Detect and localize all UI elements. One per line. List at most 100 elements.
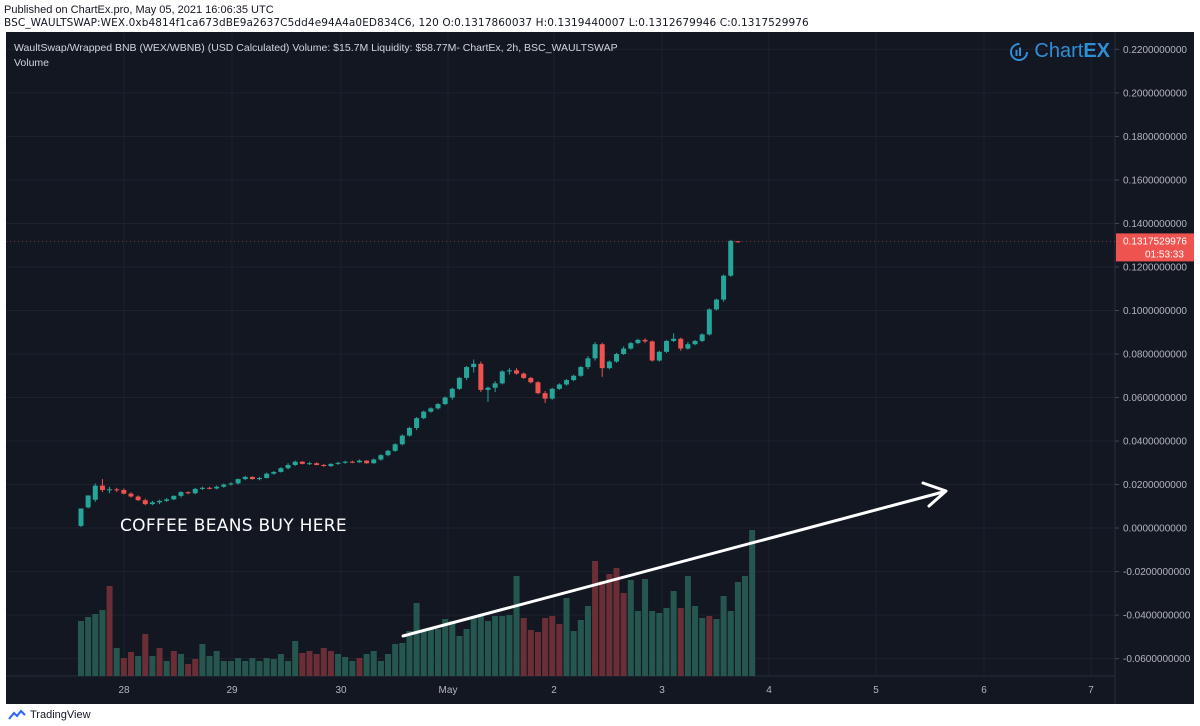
candle-body xyxy=(435,404,441,409)
volume-bar xyxy=(449,621,456,676)
volume-bar xyxy=(142,634,149,676)
x-tick-label: 29 xyxy=(226,685,238,696)
volume-bar xyxy=(742,576,749,676)
candle-body xyxy=(214,486,220,489)
candle-body xyxy=(706,309,712,335)
candle-body xyxy=(356,460,362,463)
volume-bar xyxy=(406,631,413,676)
series-legend: WaultSwap/Wrapped BNB (WEX/WBNB) (USD Ca… xyxy=(14,42,618,54)
volume-bar xyxy=(92,614,99,676)
volume-bar xyxy=(584,606,591,676)
candle-body xyxy=(221,484,227,487)
candle-body xyxy=(321,464,327,467)
volume-bar xyxy=(670,591,677,676)
y-tick-label: 0.1200000000 xyxy=(1123,262,1187,273)
candle-body xyxy=(242,476,248,480)
candle-body xyxy=(535,382,541,394)
candle-body xyxy=(328,463,334,467)
tradingview-footer[interactable]: TradingView xyxy=(8,709,91,721)
volume-bar xyxy=(227,661,234,676)
volume-bar xyxy=(463,629,470,676)
volume-bar xyxy=(285,661,292,676)
volume-bar xyxy=(442,619,449,676)
volume-bar xyxy=(256,661,263,676)
y-tick-label: 0.1800000000 xyxy=(1123,132,1187,143)
candle-body xyxy=(371,459,377,464)
candle-body xyxy=(335,462,341,464)
chartex-logo: ChartEX xyxy=(1009,40,1110,63)
volume-bar xyxy=(149,656,156,676)
volume-bar xyxy=(620,593,627,676)
candle-body xyxy=(485,387,491,390)
x-tick-label: 2 xyxy=(551,685,557,696)
trend-arrow xyxy=(401,490,945,638)
volume-bar xyxy=(335,654,342,676)
volume-bar xyxy=(249,658,256,676)
volume-bar xyxy=(549,616,556,676)
candle-body xyxy=(606,361,612,369)
candle-body xyxy=(478,363,484,390)
candle-body xyxy=(128,493,134,497)
candle-body xyxy=(114,489,120,491)
volume-legend: Volume xyxy=(14,57,50,69)
volume-bar xyxy=(663,608,670,676)
volume-bar xyxy=(156,648,163,676)
tradingview-label: TradingView xyxy=(30,709,91,721)
chartex-logo-icon xyxy=(1010,42,1029,61)
candle-body xyxy=(571,375,577,381)
candle-body xyxy=(549,388,555,399)
volume-bar xyxy=(606,574,613,676)
volume-bar xyxy=(470,618,477,676)
tradingview-logo-icon xyxy=(8,709,26,720)
candle-body xyxy=(414,418,420,428)
y-tick-label: -0.0400000000 xyxy=(1123,611,1191,622)
volume-bar xyxy=(627,580,634,676)
candle-body xyxy=(421,411,427,419)
volume-bar xyxy=(684,576,691,676)
y-tick-label: 0.2000000000 xyxy=(1123,88,1187,99)
candle-body xyxy=(678,338,684,349)
candle-body xyxy=(521,373,527,378)
x-tick-label: 6 xyxy=(981,685,987,696)
y-tick-label: 0.0600000000 xyxy=(1123,393,1187,404)
candle-body xyxy=(728,240,734,276)
x-tick-label: 7 xyxy=(1088,685,1094,696)
volume-bar xyxy=(613,568,620,676)
volume-bar xyxy=(499,616,506,676)
countdown-label: 01:53:33 xyxy=(1145,249,1184,260)
x-tick-label: 4 xyxy=(766,685,772,696)
candle-body xyxy=(342,461,348,463)
candle-body xyxy=(614,354,619,362)
x-tick-label: 3 xyxy=(659,685,665,696)
trend-arrow-head xyxy=(921,481,948,508)
volume-bar xyxy=(356,658,363,676)
volume-bar xyxy=(213,651,220,676)
candle-body xyxy=(514,370,520,374)
candle-body xyxy=(85,495,91,508)
volume-bar xyxy=(749,530,756,676)
candle-body xyxy=(285,464,291,469)
volume-bar xyxy=(185,664,192,676)
volume-bar xyxy=(477,614,484,676)
candle-body xyxy=(528,377,534,383)
candle-body xyxy=(499,371,505,384)
candle-body xyxy=(385,450,391,456)
volume-bar xyxy=(192,659,199,676)
symbol-ohlc-line: BSC_WAULTSWAP:WEX.0xb4814f1ca673dBE9a263… xyxy=(4,17,809,29)
y-tick-label: -0.0200000000 xyxy=(1123,567,1191,578)
volume-bar xyxy=(527,630,534,676)
volume-bar xyxy=(135,656,142,676)
candle-body xyxy=(428,408,434,412)
candle-body xyxy=(699,334,705,341)
volume-bar xyxy=(313,654,320,676)
volume-bar xyxy=(435,629,441,676)
candle-body xyxy=(542,393,548,399)
candle-body xyxy=(456,377,462,389)
volume-bar xyxy=(713,619,720,676)
candle-body xyxy=(142,500,148,505)
candlestick-chart[interactable]: 0.2200000000 0.2000000000 0.1800000000 0.16… xyxy=(6,32,1194,704)
x-tick-label: 28 xyxy=(118,685,130,696)
candle-body xyxy=(178,492,184,496)
chart-panel[interactable]: 0.2200000000 0.2000000000 0.1800000000 0.16… xyxy=(6,32,1194,704)
volume-bar xyxy=(320,648,327,676)
